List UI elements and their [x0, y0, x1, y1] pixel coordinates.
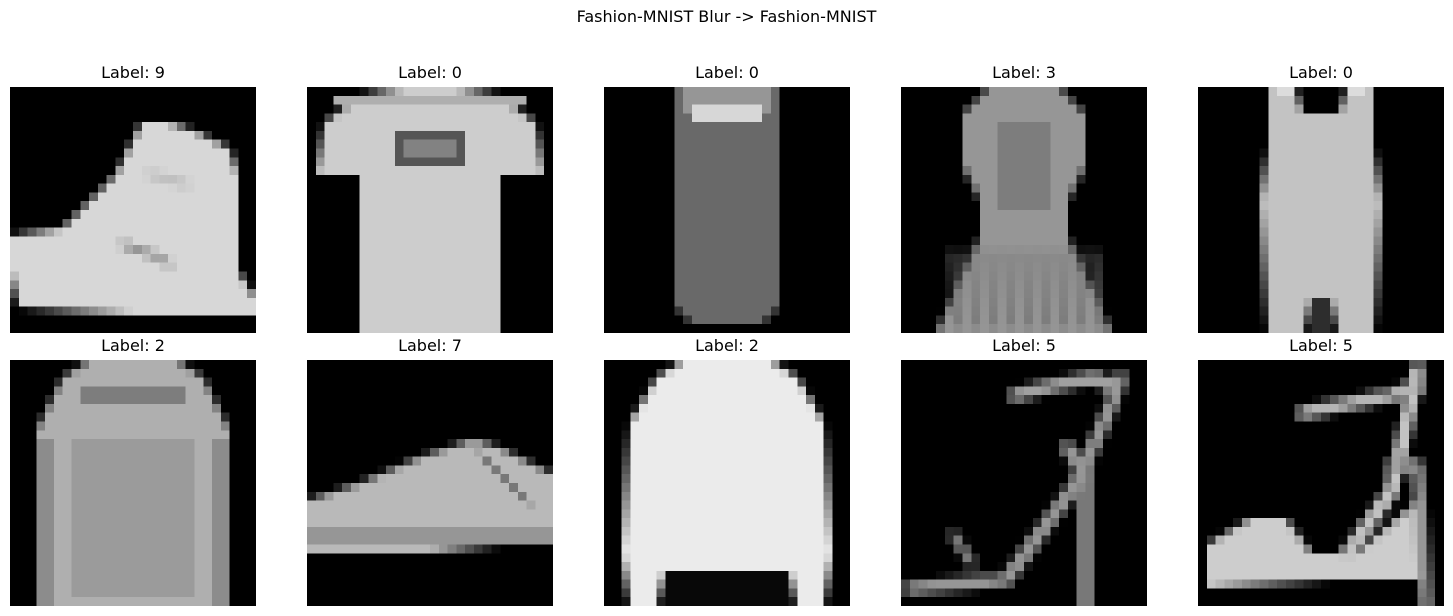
figure-suptitle: Fashion-MNIST Blur -> Fashion-MNIST: [576, 7, 877, 26]
panel-4: Label: 3: [901, 63, 1147, 333]
panel-title: Label: 2: [695, 336, 759, 355]
panel-title: Label: 2: [101, 336, 165, 355]
panel-title: Label: 0: [695, 63, 759, 82]
panel-5: Label: 0: [1198, 63, 1444, 333]
panel-title: Label: 3: [992, 63, 1056, 82]
panel-7: Label: 7: [307, 336, 553, 606]
panel-title: Label: 5: [1289, 336, 1353, 355]
tank-top-image: [1198, 87, 1444, 333]
dress-image: [901, 87, 1147, 333]
panel-3: Label: 0: [604, 63, 850, 333]
sandal-image: [901, 360, 1147, 606]
narrow-top-image: [604, 87, 850, 333]
sneaker-image: [307, 360, 553, 606]
panel-title: Label: 9: [101, 63, 165, 82]
panel-8: Label: 2: [604, 336, 850, 606]
panel-6: Label: 2: [10, 336, 256, 606]
panel-title: Label: 0: [1289, 63, 1353, 82]
panel-1: Label: 9: [10, 63, 256, 333]
heel-sandal-image: [1198, 360, 1444, 606]
panel-title: Label: 5: [992, 336, 1056, 355]
wide-pullover-image: [604, 360, 850, 606]
panel-title: Label: 7: [398, 336, 462, 355]
panel-9: Label: 5: [901, 336, 1147, 606]
t-shirt-image: [307, 87, 553, 333]
panel-2: Label: 0: [307, 63, 553, 333]
panel-10: Label: 5: [1198, 336, 1444, 606]
ankle-boot-image: [10, 87, 256, 333]
panel-title: Label: 0: [398, 63, 462, 82]
pullover-image: [10, 360, 256, 606]
